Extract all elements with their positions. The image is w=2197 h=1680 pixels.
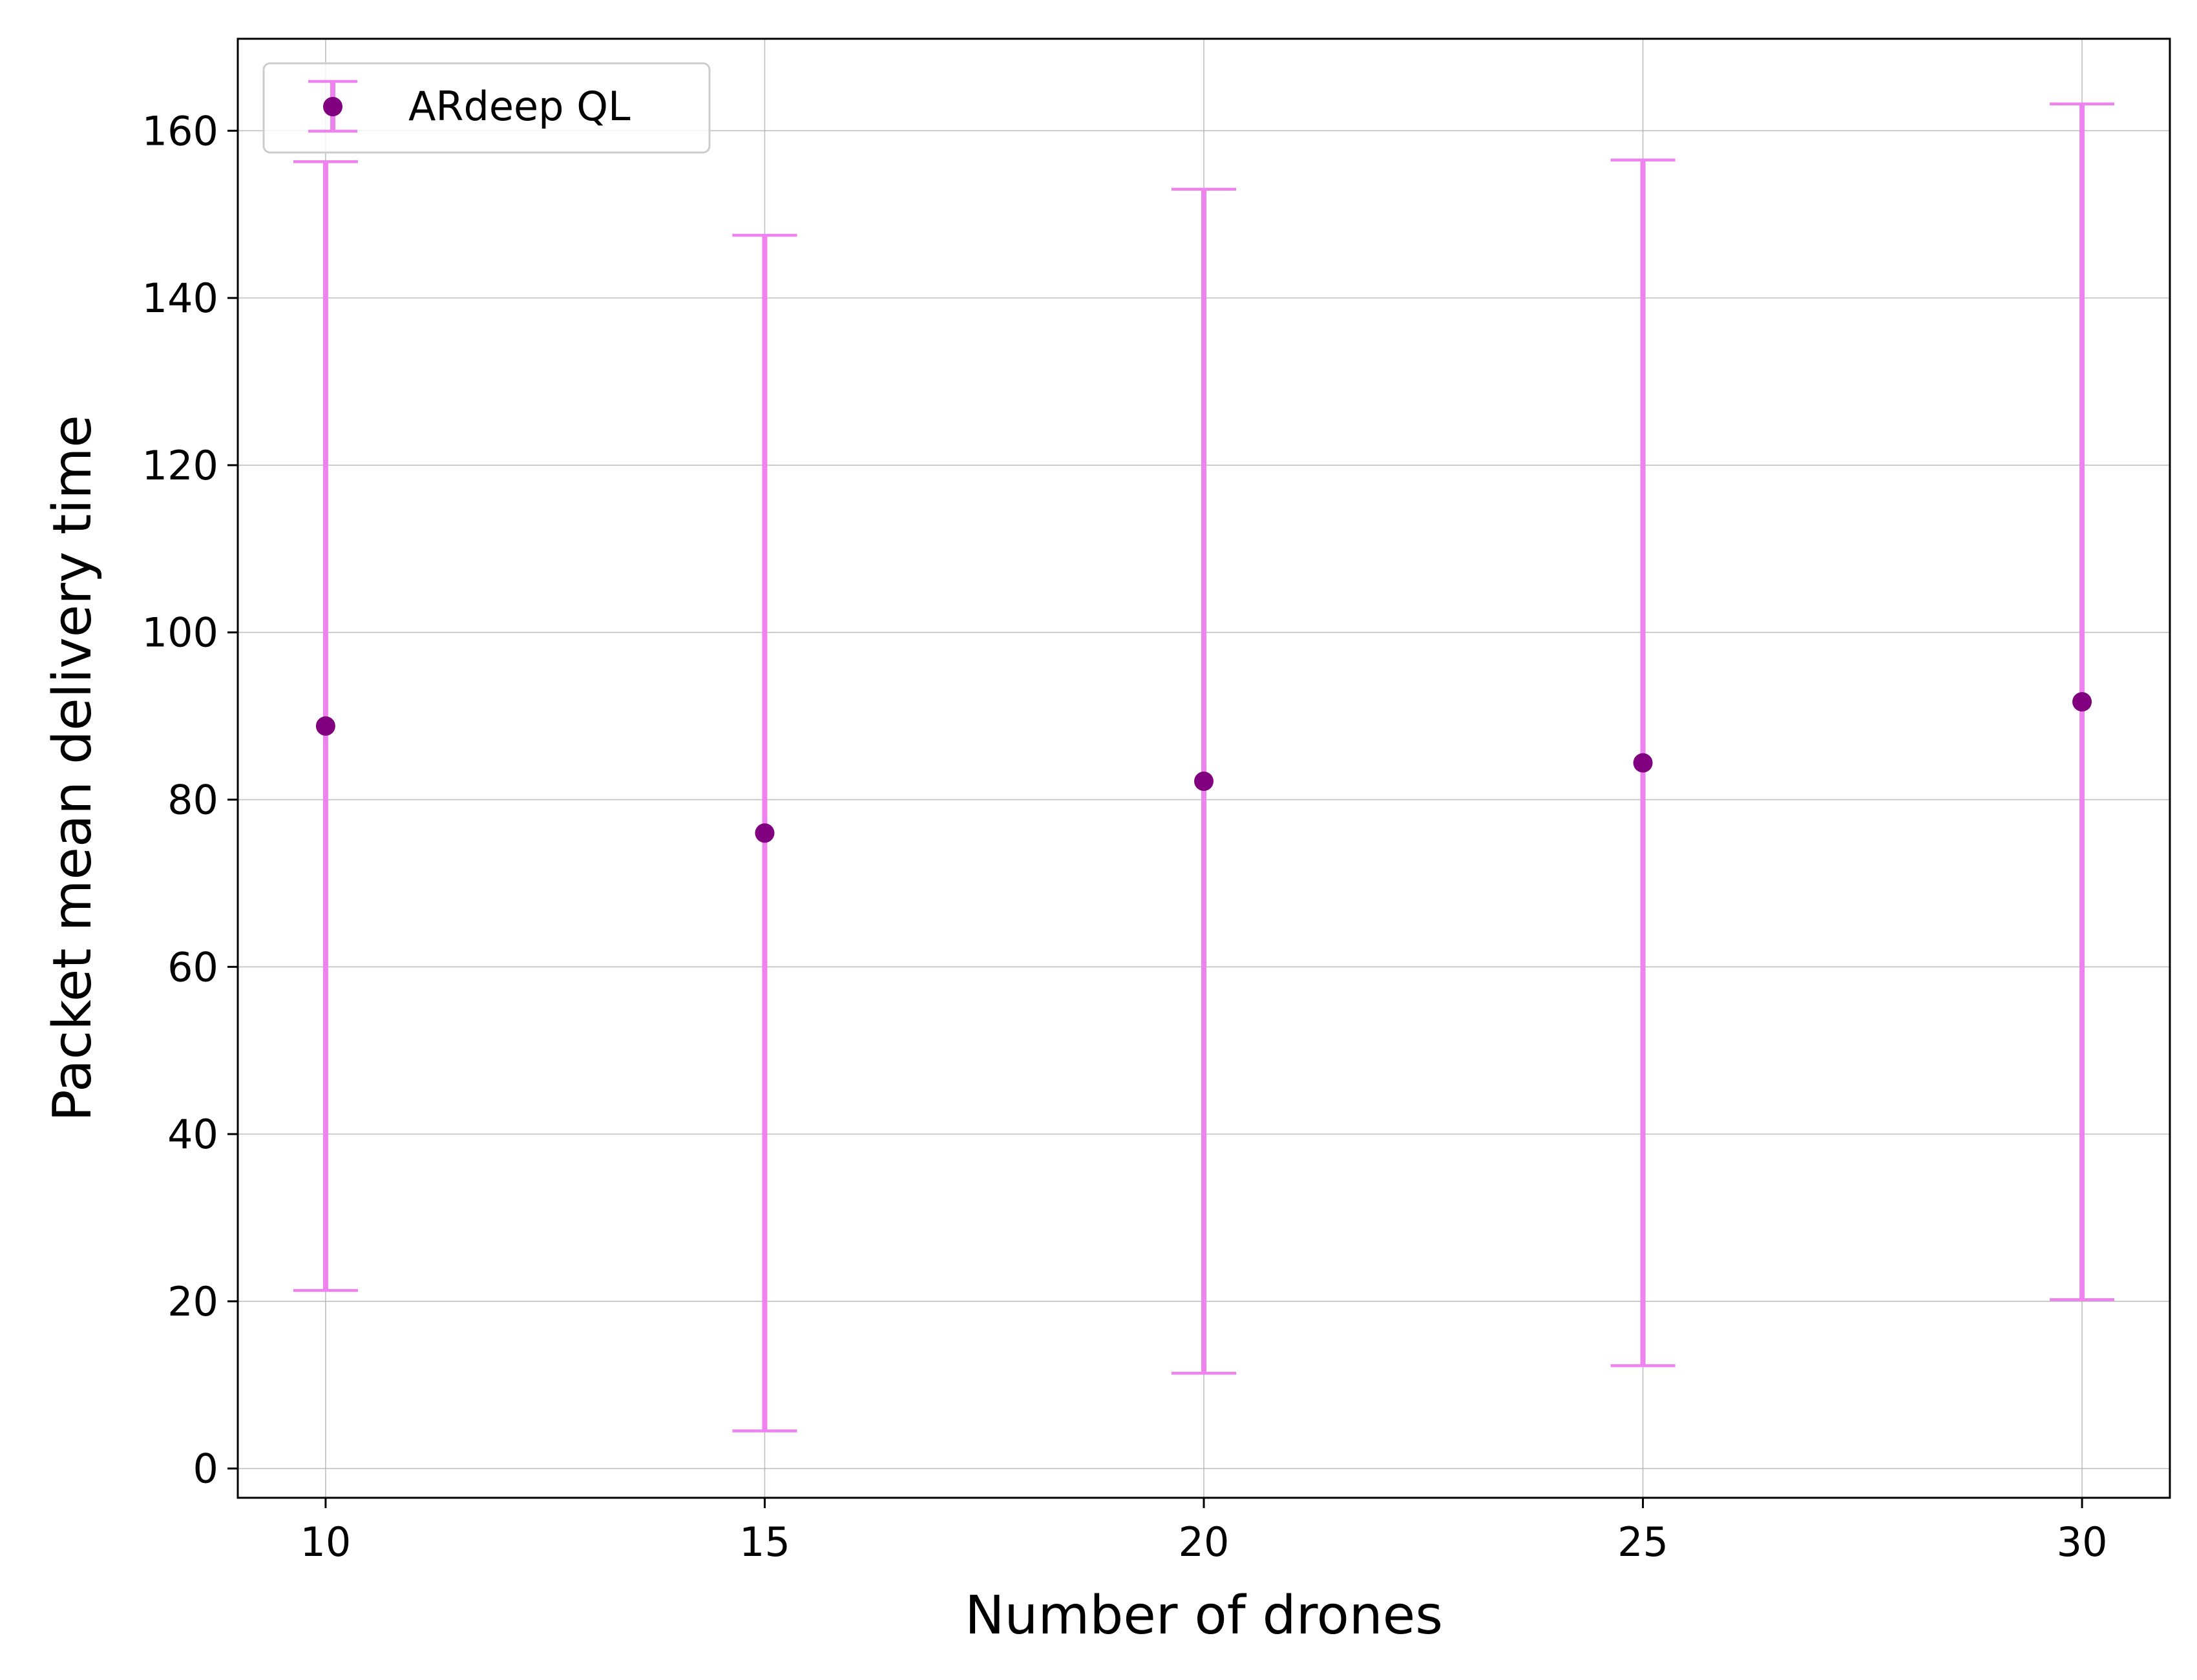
x-tick-label: 25 bbox=[1617, 1518, 1668, 1566]
data-point bbox=[1194, 772, 1214, 792]
x-axis-ticks: 10 15 20 25 30 bbox=[300, 1498, 2108, 1566]
y-tick-label: 120 bbox=[142, 442, 218, 489]
data-points bbox=[315, 692, 2092, 843]
x-tick-label: 30 bbox=[2057, 1518, 2108, 1566]
error-bars bbox=[293, 102, 2115, 1433]
x-tick-label: 20 bbox=[1179, 1518, 1230, 1566]
legend-point bbox=[323, 97, 342, 116]
y-tick-label: 140 bbox=[142, 275, 218, 322]
legend-entry-ardeep-ql: ARdeep QL bbox=[408, 83, 631, 130]
y-tick-label: 80 bbox=[167, 777, 218, 824]
legend-marker bbox=[308, 79, 357, 133]
data-point bbox=[1633, 753, 1653, 773]
y-tick-label: 160 bbox=[142, 107, 218, 154]
y-tick-label: 60 bbox=[167, 943, 218, 991]
legend: ARdeep QL bbox=[262, 62, 711, 154]
x-tick-label: 15 bbox=[739, 1518, 790, 1566]
data-point bbox=[2072, 692, 2092, 712]
y-tick-label: 40 bbox=[167, 1111, 218, 1158]
y-axis-label: Packet mean delivery time bbox=[42, 415, 103, 1122]
y-tick-label: 100 bbox=[142, 609, 218, 656]
data-point bbox=[755, 823, 775, 843]
x-axis-label: Number of drones bbox=[965, 1585, 1443, 1646]
y-tick-label: 20 bbox=[167, 1278, 218, 1325]
x-tick-label: 10 bbox=[300, 1518, 351, 1566]
data-point bbox=[315, 716, 335, 736]
legend-box bbox=[262, 62, 711, 154]
y-tick-label: 0 bbox=[193, 1445, 218, 1493]
y-axis-ticks: 0 20 40 60 80 100 120 140 160 bbox=[142, 107, 238, 1493]
